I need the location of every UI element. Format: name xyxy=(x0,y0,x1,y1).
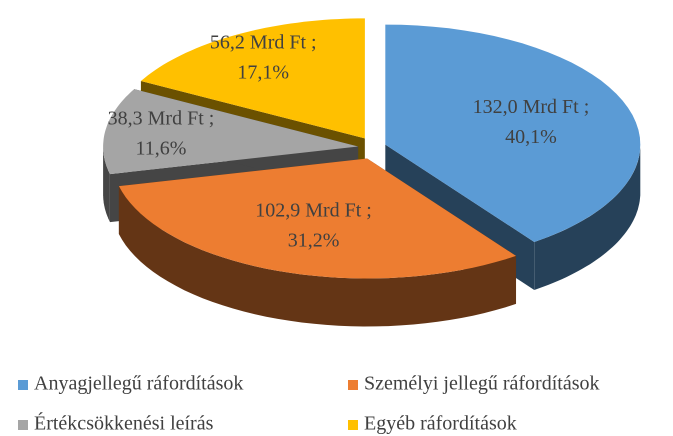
slice-top xyxy=(103,89,359,175)
legend-label: Értékcsökkenési leírás xyxy=(34,412,214,435)
legend-swatch xyxy=(18,420,28,430)
slice-top xyxy=(385,24,641,242)
slice-rim xyxy=(118,186,517,327)
data-label: 56,2 Mrd Ft ; xyxy=(210,31,317,53)
legend-label: Anyagjellegű ráfordítások xyxy=(34,373,243,395)
data-label: 40,1% xyxy=(505,126,557,148)
data-label: 132,0 Mrd Ft ; xyxy=(473,96,590,118)
legend-swatch xyxy=(348,420,358,430)
data-label: 102,9 Mrd Ft ; xyxy=(255,200,372,222)
slice-top xyxy=(140,18,365,139)
legend-label: Személyi jellegű ráfordítások xyxy=(364,373,599,395)
legend-label: Egyéb ráfordítások xyxy=(364,413,517,435)
data-label: 31,2% xyxy=(288,230,340,252)
data-label: 17,1% xyxy=(237,61,289,83)
data-label: 38,3 Mrd Ft ; xyxy=(108,108,215,130)
slice xyxy=(118,158,517,327)
legend-swatch xyxy=(18,380,28,390)
data-label: 11,6% xyxy=(136,138,187,160)
slice-rim xyxy=(103,146,110,223)
slice-top xyxy=(118,158,517,279)
legend-swatch xyxy=(348,380,358,390)
slice-rim xyxy=(534,144,641,290)
